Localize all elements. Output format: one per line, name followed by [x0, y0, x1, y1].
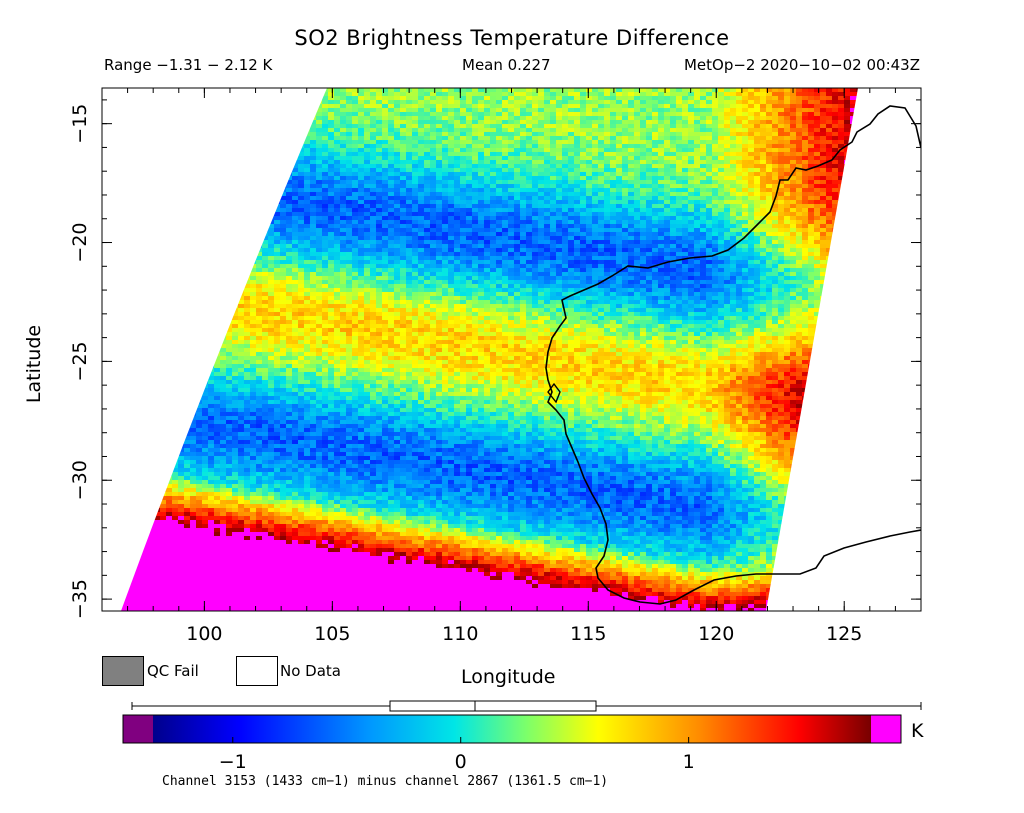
qc-fail-label: QC Fail [147, 662, 199, 680]
x-axis-label: Longitude [461, 666, 556, 688]
y-tick-label-3: −30 [69, 460, 91, 500]
cbar-tick-label-1: 0 [455, 751, 467, 773]
qc-fail-swatch [102, 656, 144, 686]
y-tick-label-2: −25 [69, 341, 91, 381]
channel-subtitle: Channel 3153 (1433 cm−1) minus channel 2… [162, 774, 608, 789]
x-tick-label-4: 120 [698, 623, 734, 645]
x-tick-label-0: 100 [186, 623, 222, 645]
y-axis-label-text: Latitude [23, 325, 45, 403]
colorbar: −1 0 1 [123, 715, 901, 773]
colorbar-underflow [123, 715, 153, 743]
colorbar-units: K [911, 720, 923, 742]
x-tick-label-2: 110 [442, 623, 478, 645]
y-tick-label-4: −35 [69, 579, 91, 619]
cbar-tick-label-2: 1 [683, 751, 695, 773]
colorbar-gradient [153, 715, 871, 743]
colorbar-overflow [871, 715, 901, 743]
value-boxplot [132, 701, 921, 711]
y-tick-label-0: −15 [69, 104, 91, 144]
cbar-tick-label-0: −1 [219, 751, 247, 773]
x-tick-label-3: 115 [570, 623, 606, 645]
x-tick-label-5: 125 [826, 623, 862, 645]
no-data-swatch [236, 656, 278, 686]
y-tick-label-1: −20 [69, 222, 91, 262]
no-data-label: No Data [280, 662, 341, 680]
data-pixels [100, 88, 922, 612]
boxplot-box [390, 701, 596, 711]
x-tick-label-1: 105 [314, 623, 350, 645]
